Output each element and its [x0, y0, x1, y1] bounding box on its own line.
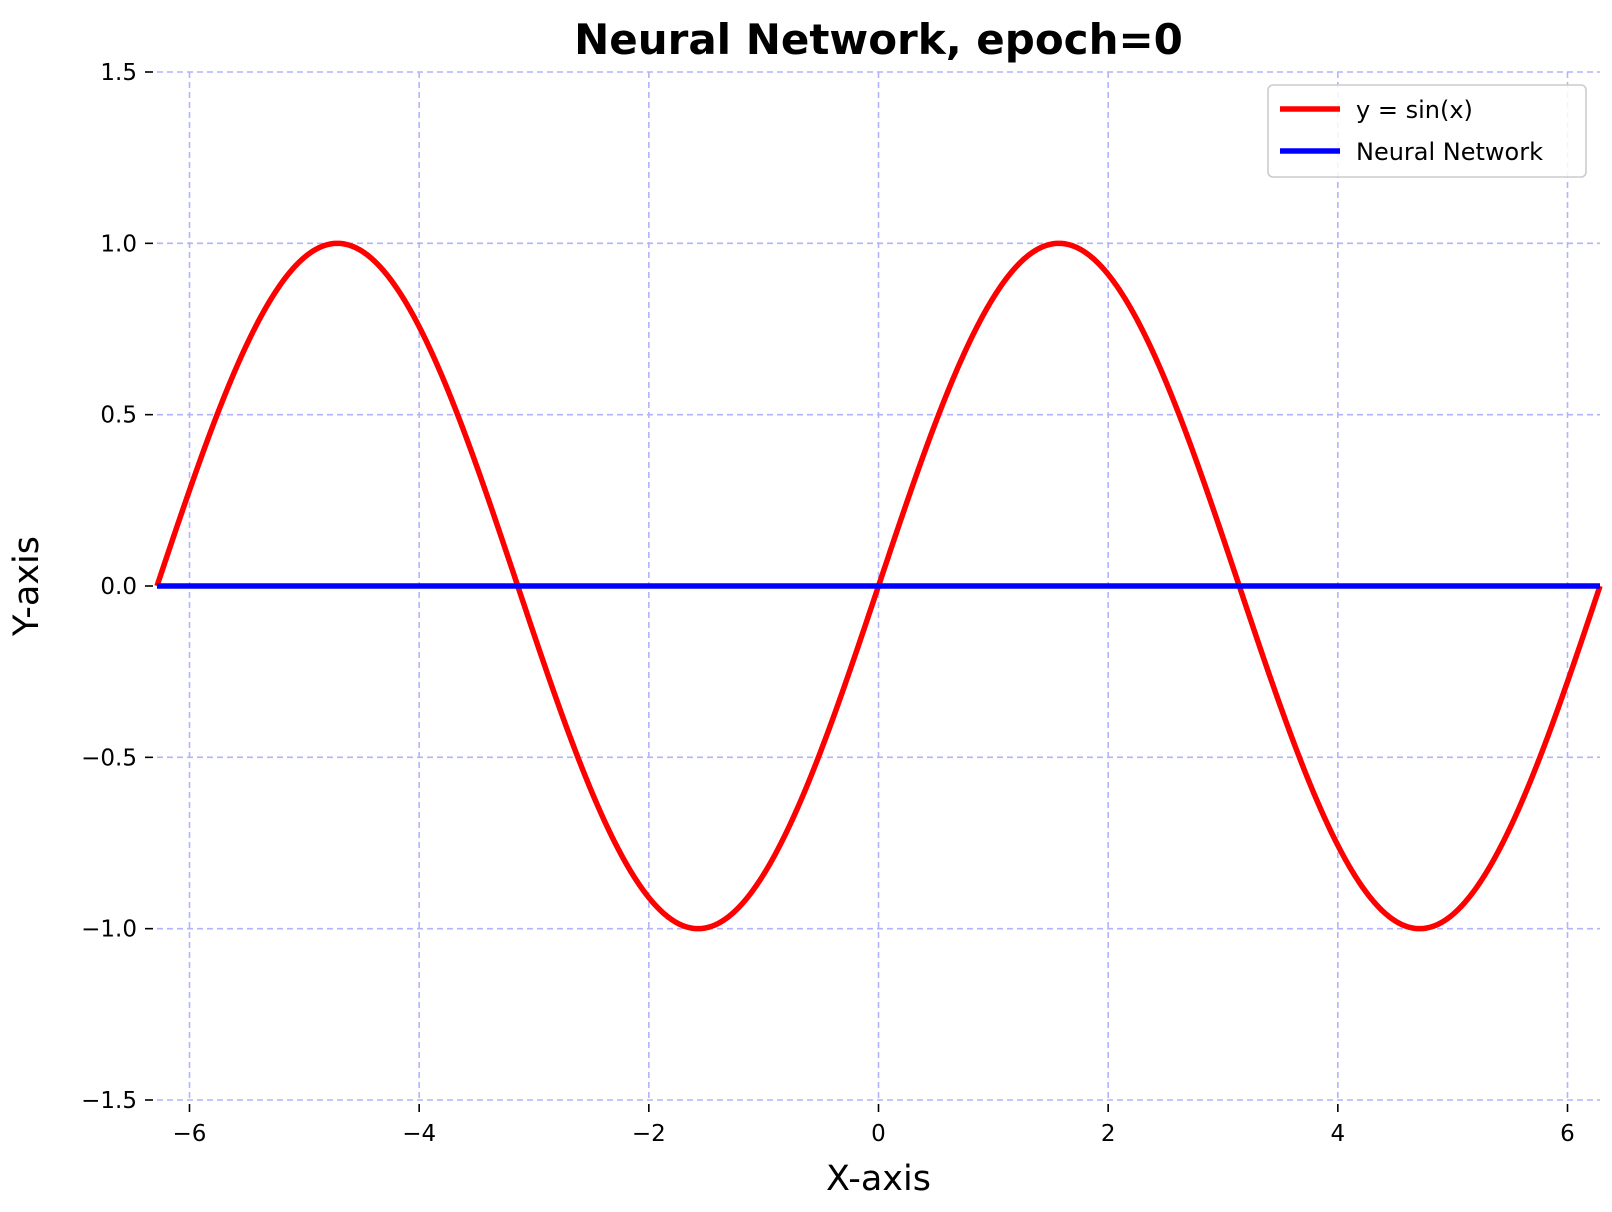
- x-tick-label-5: 4: [1331, 1121, 1346, 1147]
- y-tick-label-6: 1.5: [100, 60, 137, 86]
- legend-label-0: y = sin(x): [1356, 96, 1473, 124]
- ticks: −6 −4 −2 0 2 4 6 −1.5 −1.0 −0.5 0.0 0.5 1.0 1.5: [81, 60, 1575, 1147]
- chart-title: Neural Network, epoch=0: [574, 15, 1183, 64]
- y-tick-label-5: 1.0: [100, 231, 137, 257]
- series-layer: [154, 240, 1603, 932]
- legend-frame: [1267, 84, 1587, 178]
- y-tick-label-4: 0.5: [100, 403, 137, 429]
- y-axis-label: Y-axis: [7, 536, 47, 637]
- x-tick-label-0: −6: [173, 1121, 207, 1147]
- x-axis-label: X-axis: [826, 1159, 931, 1199]
- legend: y = sin(x) Neural Network: [1267, 84, 1587, 178]
- legend-label-1: Neural Network: [1356, 138, 1543, 166]
- y-tick-label-0: −1.5: [81, 1088, 137, 1114]
- x-tick-label-4: 2: [1101, 1121, 1116, 1147]
- x-tick-label-1: −4: [402, 1121, 436, 1147]
- y-tick-label-1: −1.0: [81, 917, 137, 943]
- y-tick-label-3: 0.0: [100, 574, 137, 600]
- y-tick-label-2: −0.5: [81, 745, 137, 771]
- x-tick-label-3: 0: [871, 1121, 886, 1147]
- x-tick-label-2: −2: [632, 1121, 666, 1147]
- x-tick-label-6: 6: [1560, 1121, 1575, 1147]
